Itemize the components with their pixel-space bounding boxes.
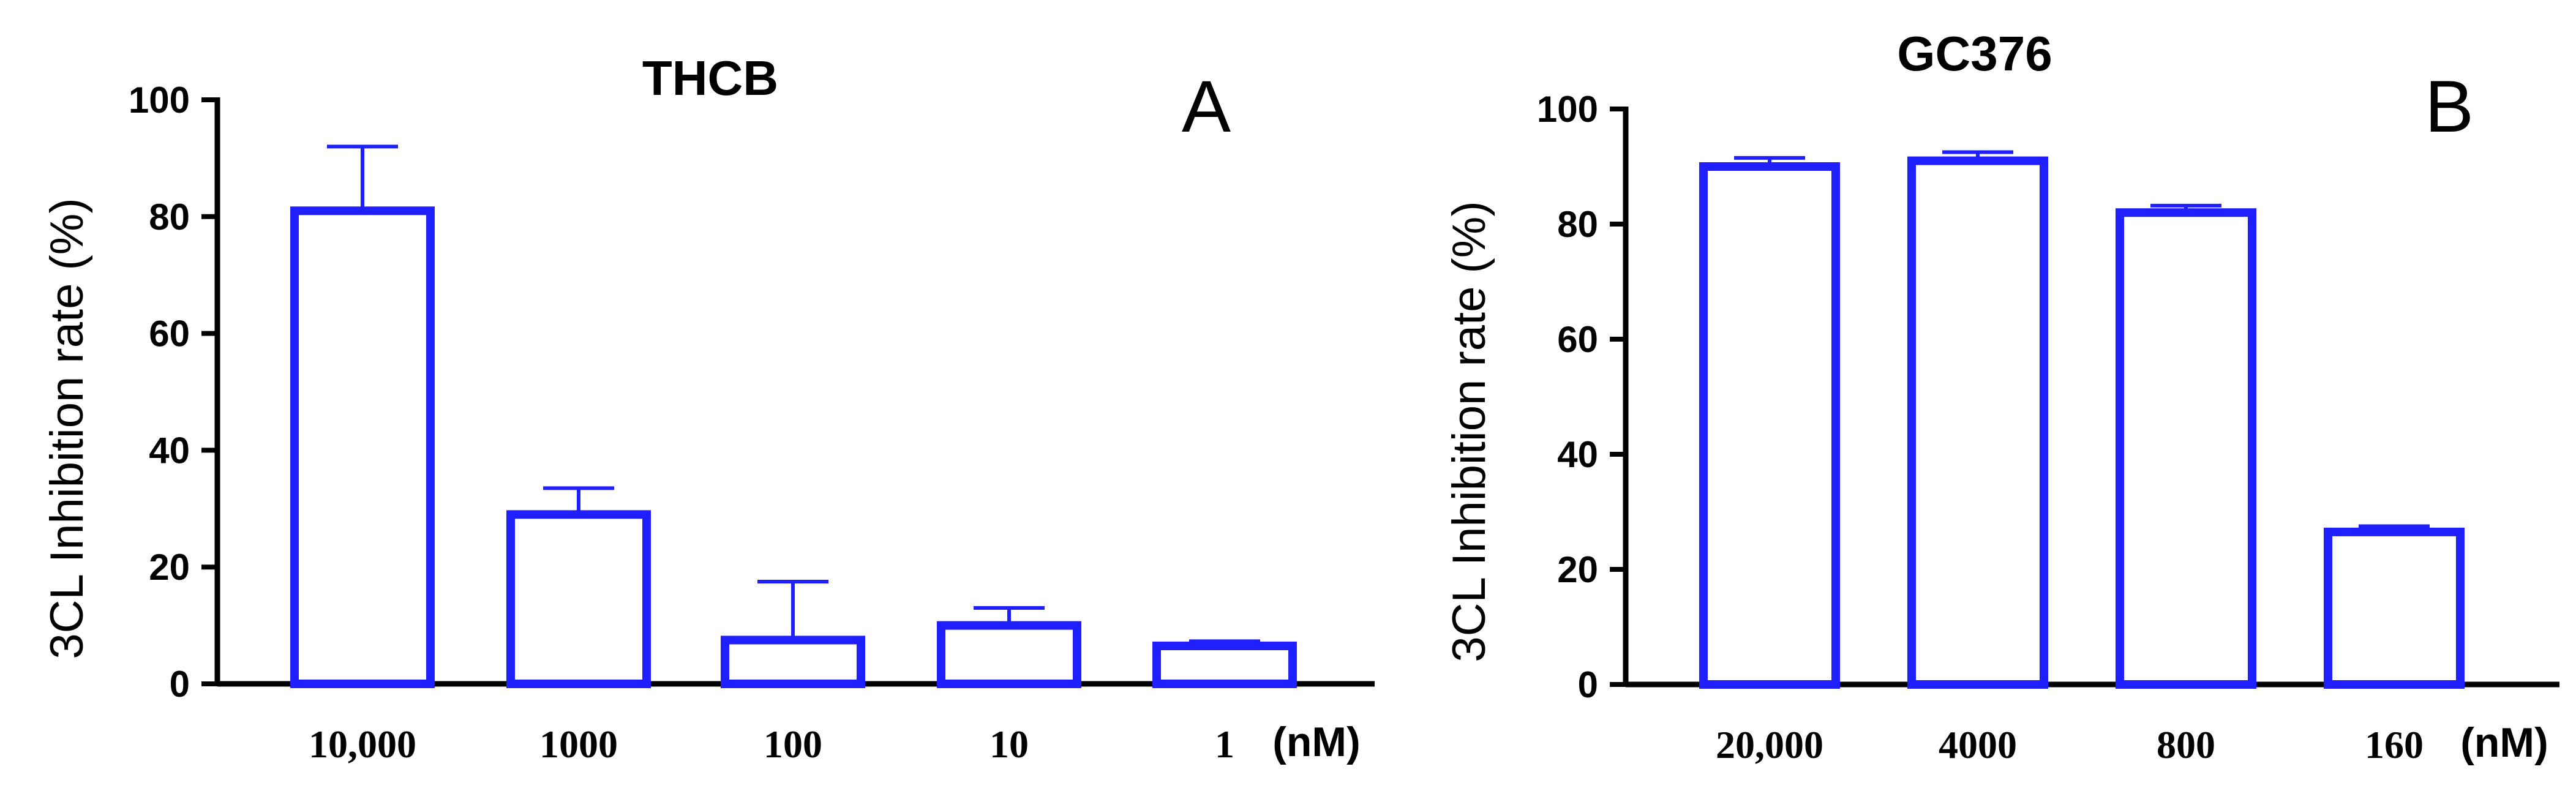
x-tick-label: 1 — [1215, 722, 1234, 766]
bar — [721, 635, 865, 688]
bar — [937, 621, 1081, 688]
x-tick-label: 10 — [989, 722, 1029, 766]
y-tick-label: 20 — [149, 547, 190, 588]
chart-title: THCB — [642, 51, 778, 105]
y-tick-label: 0 — [170, 664, 190, 705]
x-unit-label: (nM) — [2460, 719, 2548, 766]
x-tick-label: 160 — [2365, 723, 2424, 767]
y-tick-label: 100 — [129, 80, 190, 121]
bar — [2324, 527, 2465, 689]
y-axis-label: 3CL Inhibition rate (%) — [41, 198, 93, 659]
x-tick-label: 1000 — [539, 722, 618, 766]
panel-letter: A — [1182, 66, 1231, 148]
y-tick-label: 80 — [1557, 204, 1598, 245]
panel-letter: B — [2425, 66, 2474, 148]
bar — [1152, 641, 1297, 688]
chart-panel-a: THCB A 3CL Inhibition rate (%) 0 20 40 60 80… — [41, 51, 1375, 766]
bar — [290, 206, 435, 688]
chart-panel-b: GC376 B 3CL Inhibition rate (%) 0 20 40 60 8… — [1443, 26, 2559, 767]
y-tick-label: 100 — [1537, 89, 1598, 130]
x-tick-label: 4000 — [1939, 723, 2017, 767]
x-tick-label: 10,000 — [309, 722, 416, 766]
y-tick-label: 40 — [1557, 434, 1598, 475]
x-tick-label: 20,000 — [1716, 723, 1823, 767]
y-tick-label: 60 — [1557, 319, 1598, 360]
bar — [1699, 162, 1840, 689]
y-tick-label: 60 — [149, 313, 190, 354]
y-tick-label: 0 — [1578, 664, 1598, 705]
y-tick-label: 40 — [149, 430, 190, 471]
y-tick-label: 20 — [1557, 549, 1598, 590]
bar — [2116, 208, 2256, 689]
plot-area: 0 20 40 60 80 100 20,000 4000 800 160 (nM) — [1537, 89, 2559, 767]
y-tick-label: 80 — [149, 197, 190, 238]
chart-title: GC376 — [1897, 26, 2052, 81]
x-unit-label: (nM) — [1272, 719, 1360, 765]
bar — [1907, 156, 2048, 689]
y-axis-label: 3CL Inhibition rate (%) — [1443, 201, 1495, 662]
plot-area: 0 20 40 60 80 100 10,000 1000 100 10 1 (nM) — [129, 80, 1375, 766]
x-tick-label: 100 — [764, 722, 822, 766]
bar — [506, 510, 651, 689]
x-tick-label: 800 — [2157, 723, 2215, 767]
